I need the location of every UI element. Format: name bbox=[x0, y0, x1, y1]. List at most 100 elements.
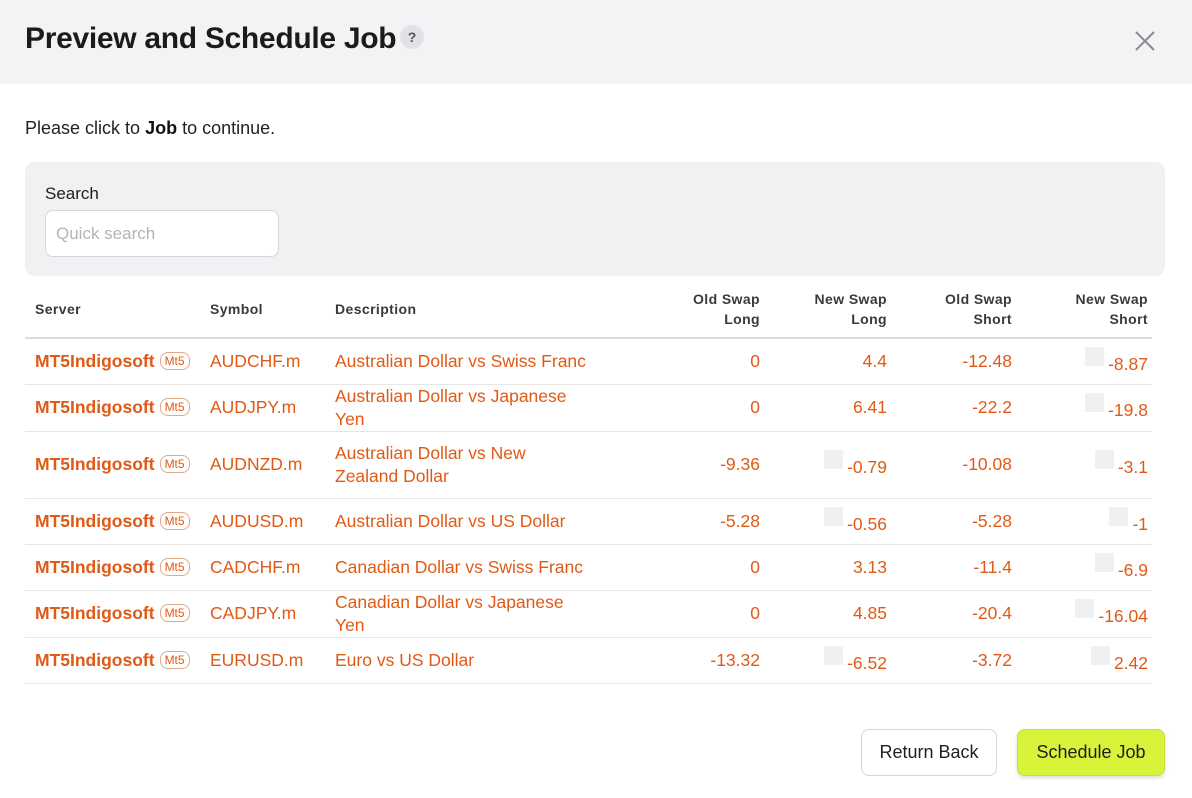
change-marker-icon bbox=[824, 506, 844, 526]
symbol-value: CADCHF.m bbox=[210, 556, 301, 577]
change-marker-icon bbox=[1085, 346, 1105, 366]
server-cell: MT5Indigosoft Mt5 bbox=[25, 338, 200, 385]
description-value: Canadian Dollar vs Swiss Franc bbox=[335, 556, 584, 577]
server-link[interactable]: MT5Indigosoft bbox=[35, 397, 155, 417]
change-marker-icon bbox=[1075, 599, 1095, 618]
new-swap-long-value: 4.85 bbox=[852, 603, 887, 623]
description-cell: Canadian Dollar vs Swiss Franc bbox=[325, 544, 603, 591]
return-back-button[interactable]: Return Back bbox=[861, 729, 997, 776]
table-row[interactable]: MT5Indigosoft Mt5 EURUSD.m Euro vs US Dolla… bbox=[25, 637, 1152, 684]
new-swap-long-cell: -0.79 bbox=[764, 431, 891, 499]
old-swap-long-cell: 0 bbox=[603, 338, 764, 385]
swap-table: Server Symbol Description Old Swap Long New S… bbox=[25, 280, 1152, 684]
old-swap-long-cell: -9.36 bbox=[603, 431, 764, 499]
schedule-job-button[interactable]: Schedule Job bbox=[1017, 729, 1165, 776]
symbol-cell: AUDJPY.m bbox=[200, 384, 325, 432]
old-swap-long-cell: 0 bbox=[603, 544, 764, 591]
old-swap-long-value: 0 bbox=[750, 556, 760, 577]
symbol-cell: CADJPY.m bbox=[200, 590, 325, 638]
search-label: Search bbox=[45, 184, 99, 203]
table-row[interactable]: MT5Indigosoft Mt5 CADCHF.m Canadian Dollar … bbox=[25, 544, 1152, 591]
platform-badge: Mt5 bbox=[159, 604, 190, 622]
new-swap-short-cell: -19.8 bbox=[1016, 384, 1152, 432]
platform-badge: Mt5 bbox=[159, 455, 190, 473]
symbol-cell: EURUSD.m bbox=[200, 637, 325, 684]
server-cell: MT5Indigosoft Mt5 bbox=[25, 590, 200, 638]
new-swap-long-value: -0.56 bbox=[847, 513, 887, 534]
change-marker-icon bbox=[1090, 645, 1110, 665]
server-link[interactable]: MT5Indigosoft bbox=[35, 510, 155, 531]
symbol-value: AUDCHF.m bbox=[210, 350, 301, 371]
new-swap-long-cell: -0.56 bbox=[764, 498, 891, 545]
server-link[interactable]: MT5Indigosoft bbox=[35, 603, 155, 623]
description-value: Canadian Dollar vs Japanese Yen bbox=[335, 591, 564, 635]
new-swap-short-cell: -6.9 bbox=[1016, 544, 1152, 591]
new-swap-short-value: -6.9 bbox=[1117, 559, 1148, 580]
old-swap-long-value: -9.36 bbox=[720, 454, 760, 474]
instruction-text: Please click to Job to continue. bbox=[25, 118, 275, 139]
platform-badge: Mt5 bbox=[159, 557, 190, 576]
new-swap-long-cell: 3.13 bbox=[764, 544, 891, 591]
column-header-description: Description bbox=[325, 280, 603, 339]
old-swap-short-value: -11.4 bbox=[973, 556, 1012, 577]
change-marker-icon bbox=[1109, 506, 1129, 526]
new-swap-long-cell: 4.85 bbox=[764, 590, 891, 638]
table-body: MT5Indigosoft Mt5 AUDCHF.m Australian Dolla… bbox=[25, 338, 1152, 684]
table-row[interactable]: MT5Indigosoft Mt5 AUDNZD.m Australian Dolla… bbox=[25, 431, 1152, 499]
old-swap-long-cell: 0 bbox=[603, 590, 764, 638]
column-header-new-swap-long: New Swap Long bbox=[764, 280, 891, 339]
server-cell: MT5Indigosoft Mt5 bbox=[25, 637, 200, 684]
new-swap-short-cell: 2.42 bbox=[1016, 637, 1152, 684]
change-marker-icon bbox=[824, 450, 844, 469]
new-swap-short-value: -19.8 bbox=[1108, 400, 1148, 420]
server-cell: MT5Indigosoft Mt5 bbox=[25, 498, 200, 545]
server-link[interactable]: MT5Indigosoft bbox=[35, 454, 155, 474]
new-swap-short-value: -16.04 bbox=[1098, 606, 1148, 626]
instruction-suffix: to continue. bbox=[177, 118, 276, 138]
swap-table-container[interactable]: Server Symbol Description Old Swap Long New S… bbox=[25, 280, 1152, 696]
symbol-cell: AUDNZD.m bbox=[200, 431, 325, 499]
search-panel: Search bbox=[25, 162, 1165, 276]
column-header-line: Symbol bbox=[210, 300, 263, 317]
change-marker-icon bbox=[1085, 393, 1105, 412]
old-swap-short-value: -10.08 bbox=[962, 454, 1012, 474]
old-swap-long-value: 0 bbox=[750, 397, 760, 417]
column-header-line: Old Swap bbox=[945, 290, 1012, 307]
column-header-line: Old Swap bbox=[693, 290, 760, 307]
symbol-value: AUDNZD.m bbox=[210, 454, 303, 474]
old-swap-short-cell: -11.4 bbox=[891, 544, 1016, 591]
table-row[interactable]: MT5Indigosoft Mt5 CADJPY.m Canadian Dollar … bbox=[25, 590, 1152, 638]
new-swap-long-value: 4.4 bbox=[862, 350, 887, 371]
description-cell: Australian Dollar vs New Zealand Dollar bbox=[325, 431, 603, 499]
server-link[interactable]: MT5Indigosoft bbox=[35, 350, 155, 371]
symbol-value: EURUSD.m bbox=[210, 649, 304, 670]
old-swap-long-cell: -5.28 bbox=[603, 498, 764, 545]
old-swap-long-cell: 0 bbox=[603, 384, 764, 432]
description-value: Australian Dollar vs Japanese Yen bbox=[335, 385, 567, 429]
old-swap-short-value: -22.2 bbox=[972, 397, 1012, 417]
column-header-line: Server bbox=[35, 300, 81, 317]
column-header-server: Server bbox=[25, 280, 200, 339]
old-swap-short-cell: -12.48 bbox=[891, 338, 1016, 385]
column-header-symbol: Symbol bbox=[200, 280, 325, 339]
column-header-new-swap-short: New Swap Short bbox=[1016, 280, 1152, 339]
server-cell: MT5Indigosoft Mt5 bbox=[25, 384, 200, 432]
instruction-keyword: Job bbox=[145, 118, 178, 138]
server-link[interactable]: MT5Indigosoft bbox=[35, 556, 155, 577]
close-icon[interactable] bbox=[1130, 26, 1160, 56]
server-link[interactable]: MT5Indigosoft bbox=[35, 649, 155, 670]
server-cell: MT5Indigosoft Mt5 bbox=[25, 431, 200, 499]
new-swap-long-value: -0.79 bbox=[847, 457, 887, 477]
table-row[interactable]: MT5Indigosoft Mt5 AUDUSD.m Australian Dolla… bbox=[25, 498, 1152, 545]
description-value: Australian Dollar vs US Dollar bbox=[335, 510, 566, 531]
table-row[interactable]: MT5Indigosoft Mt5 AUDCHF.m Australian Dolla… bbox=[25, 338, 1152, 385]
new-swap-short-cell: -3.1 bbox=[1016, 431, 1152, 499]
table-row[interactable]: MT5Indigosoft Mt5 AUDJPY.m Australian Dolla… bbox=[25, 384, 1152, 432]
column-header-line: Description bbox=[335, 300, 417, 317]
search-input[interactable] bbox=[45, 210, 279, 257]
old-swap-short-cell: -20.4 bbox=[891, 590, 1016, 638]
question-circle-icon[interactable]: ? bbox=[400, 25, 424, 49]
symbol-value: AUDJPY.m bbox=[210, 397, 297, 417]
platform-badge: Mt5 bbox=[159, 351, 190, 370]
platform-badge: Mt5 bbox=[159, 398, 190, 416]
